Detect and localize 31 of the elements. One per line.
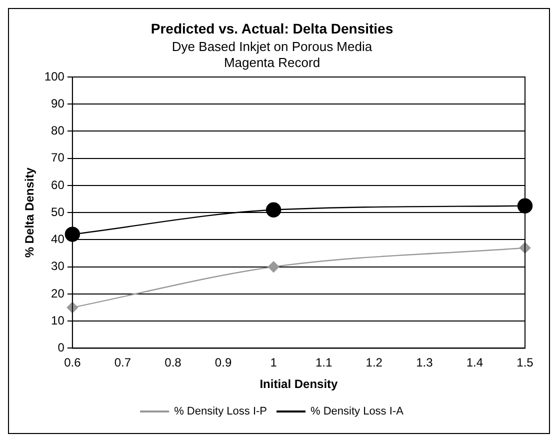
- chart-subtitle: Dye Based Inkjet on Porous Media Magenta Record: [172, 39, 373, 70]
- point: [268, 261, 280, 272]
- y-tick-label: 10: [51, 313, 65, 328]
- y-tick-label: 80: [51, 124, 65, 138]
- x-tick-label: 0.9: [214, 356, 232, 370]
- x-tick-label: 0.6: [64, 356, 82, 370]
- y-tick-label: 50: [51, 204, 65, 219]
- point: [517, 198, 533, 214]
- y-tick-label: 30: [51, 259, 65, 274]
- x-tick-label: 0.7: [114, 356, 132, 370]
- y-tick-label: 90: [51, 96, 65, 110]
- x-axis-title: Initial Density: [260, 377, 338, 392]
- y-tick-label: 40: [51, 232, 65, 246]
- legend-label: % Density Loss I-P: [174, 406, 267, 418]
- x-tick-label: 1.1: [316, 356, 333, 370]
- y-tick-label: 100: [44, 69, 65, 84]
- x-tick-label: 1.4: [466, 356, 484, 370]
- x-tick-label: 0.8: [164, 356, 182, 370]
- chart-title: Predicted vs. Actual: Delta Densities: [150, 20, 394, 36]
- x-tick-label: 1.3: [416, 356, 434, 370]
- x-tick-label: 1: [270, 356, 278, 370]
- y-tick-label: 20: [51, 286, 65, 300]
- y-tick-label: 60: [51, 178, 65, 192]
- point: [266, 202, 282, 218]
- y-tick-label: 70: [51, 150, 65, 165]
- y-axis-title: % Delta Density: [22, 167, 37, 258]
- x-tick-label: 1.5: [516, 356, 534, 370]
- legend-label: % Density Loss I-A: [310, 406, 404, 418]
- point: [64, 226, 80, 242]
- x-tick-label: 1.2: [366, 356, 383, 370]
- y-tick-label: 0: [58, 340, 65, 355]
